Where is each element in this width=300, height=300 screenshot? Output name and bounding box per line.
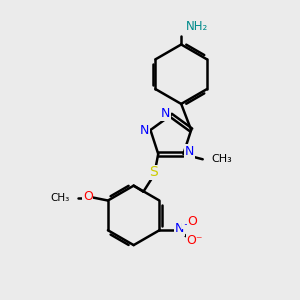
Text: NH₂: NH₂ [186,20,208,33]
Text: N: N [175,222,184,235]
Text: O⁻: O⁻ [186,234,203,247]
Text: CH₃: CH₃ [212,154,233,164]
Text: S: S [149,165,158,179]
Text: CH₃: CH₃ [50,193,69,202]
Text: O: O [188,215,198,228]
Text: O: O [83,190,93,203]
Text: N: N [184,145,194,158]
Text: +: + [183,220,190,229]
Text: N: N [161,107,170,120]
Text: N: N [140,124,149,136]
